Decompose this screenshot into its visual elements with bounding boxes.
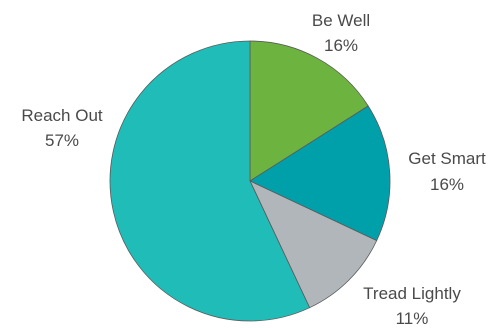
label-get-smart-name: Get Smart xyxy=(408,149,486,168)
label-be-well-value: 16% xyxy=(324,36,358,55)
pie-slices xyxy=(109,40,391,322)
label-reach-out-name: Reach Out xyxy=(21,106,103,125)
slice-reach-out xyxy=(109,40,311,322)
label-reach-out-value: 57% xyxy=(45,131,79,150)
slice-tread-lightly xyxy=(249,180,378,309)
label-tread-lightly-name: Tread Lightly xyxy=(363,284,461,303)
label-be-well-name: Be Well xyxy=(312,11,370,30)
label-get-smart-value: 16% xyxy=(430,175,464,194)
slice-be-well xyxy=(249,40,369,182)
label-tread-lightly-value: 11% xyxy=(396,309,429,328)
slice-get-smart xyxy=(249,105,391,242)
